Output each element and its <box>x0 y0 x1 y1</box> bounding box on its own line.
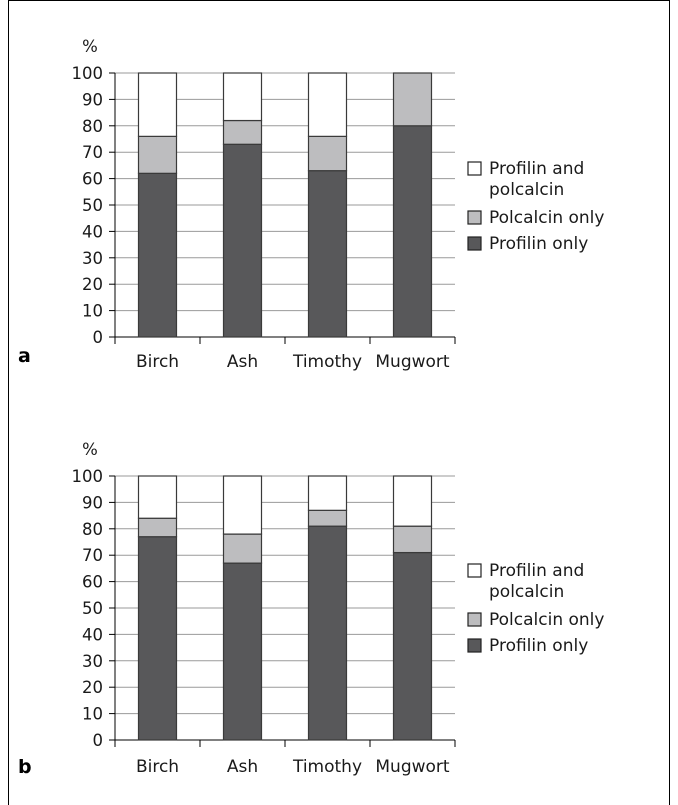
legend-label: Profilin only <box>489 234 588 254</box>
y-tick-label: 40 <box>82 222 103 241</box>
bar-segment-polcalcin-only <box>392 72 433 127</box>
bar-segment-profilin-only <box>392 125 433 338</box>
y-tick-label: 0 <box>93 328 104 347</box>
bar-segment-profilin-only <box>222 562 263 741</box>
legend-label: Profilin only <box>489 636 588 656</box>
y-axis-unit-label: % <box>82 37 98 56</box>
legend-label: Polcalcin only <box>489 208 604 228</box>
legend-label: Polcalcin only <box>489 610 604 630</box>
y-tick-label: 100 <box>72 64 104 83</box>
x-category-label: Birch <box>136 757 179 777</box>
panel-label: b <box>18 756 32 778</box>
x-category-label: Birch <box>136 352 179 372</box>
y-tick-label: 80 <box>82 520 103 539</box>
x-category-label: Ash <box>227 352 258 372</box>
bar-segment-polcalcin-only <box>137 517 178 538</box>
legend-label: Profilin and <box>489 561 584 581</box>
y-tick-label: 50 <box>82 196 103 215</box>
y-tick-label: 20 <box>82 275 103 294</box>
bar-segment-profilin-only <box>307 170 348 338</box>
y-tick-label: 60 <box>82 573 103 592</box>
y-tick-label: 30 <box>82 652 103 671</box>
bar-segment-polcalcin-only <box>307 509 348 527</box>
bar-segment-profilin-and-polcalcin <box>307 475 348 511</box>
bar-segment-profilin-only <box>392 551 433 741</box>
x-category-label: Mugwort <box>375 352 450 372</box>
x-category-label: Ash <box>227 757 258 777</box>
legend-swatch <box>467 612 482 627</box>
bar-segment-profilin-only <box>222 143 263 338</box>
bar-segment-profilin-and-polcalcin <box>137 72 178 137</box>
y-tick-label: 20 <box>82 678 103 697</box>
bar-segment-profilin-and-polcalcin <box>392 475 433 527</box>
bar-segment-profilin-and-polcalcin <box>307 72 348 137</box>
bar-segment-profilin-and-polcalcin <box>137 475 178 519</box>
y-tick-label: 90 <box>82 90 103 109</box>
y-tick-label: 90 <box>82 493 103 512</box>
bar-segment-polcalcin-only <box>307 135 348 172</box>
legend-swatch <box>467 563 482 578</box>
y-tick-label: 60 <box>82 170 103 189</box>
legend-label: polcalcin <box>489 180 564 200</box>
y-tick-label: 40 <box>82 625 103 644</box>
bar-segment-profilin-only <box>137 536 178 741</box>
y-tick-label: 0 <box>93 731 104 750</box>
bar-segment-profilin-only <box>307 525 348 741</box>
y-tick-label: 50 <box>82 599 103 618</box>
bar-segment-polcalcin-only <box>137 135 178 174</box>
legend-label: polcalcin <box>489 582 564 602</box>
x-category-label: Timothy <box>292 757 362 777</box>
panel-label: a <box>18 345 31 367</box>
bar-segment-profilin-and-polcalcin <box>222 72 263 122</box>
legend-swatch <box>467 161 482 176</box>
bar-segment-profilin-only <box>137 172 178 338</box>
bar-segment-polcalcin-only <box>392 525 433 554</box>
legend-swatch <box>467 210 482 225</box>
x-category-label: Timothy <box>292 352 362 372</box>
legend-swatch <box>467 638 482 653</box>
y-tick-label: 70 <box>82 546 103 565</box>
y-tick-label: 10 <box>82 705 103 724</box>
bar-segment-polcalcin-only <box>222 533 263 564</box>
legend-label: Profilin and <box>489 159 584 179</box>
x-category-label: Mugwort <box>375 757 450 777</box>
figure-frame <box>8 0 670 805</box>
bar-segment-polcalcin-only <box>222 119 263 145</box>
y-tick-label: 70 <box>82 143 103 162</box>
y-tick-label: 100 <box>72 467 104 486</box>
y-tick-label: 80 <box>82 117 103 136</box>
legend-swatch <box>467 236 482 251</box>
y-tick-label: 10 <box>82 302 103 321</box>
y-axis-unit-label: % <box>82 440 98 459</box>
bar-segment-profilin-and-polcalcin <box>222 475 263 535</box>
y-tick-label: 30 <box>82 249 103 268</box>
